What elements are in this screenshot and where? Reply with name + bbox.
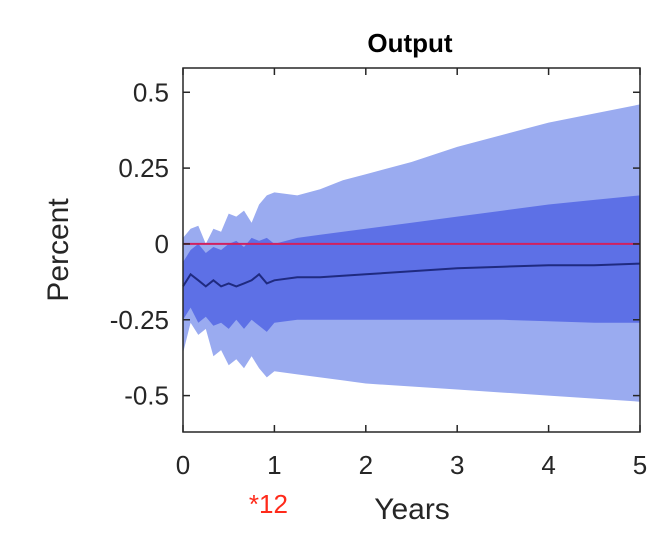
x-axis-label: Years [374,493,450,526]
x-tick-label: 2 [359,450,373,480]
plot-frame [182,67,641,433]
median-response-line [182,262,641,288]
x-tick-labels: 0 1 2 3 4 5 [176,450,647,480]
annotation-label: *12 [249,489,288,519]
y-tick-label: -0.5 [124,381,169,411]
x-tick-label: 3 [450,450,464,480]
y-tick-label: 0 [155,229,169,259]
y-tick-label: 0.5 [133,77,169,107]
chart-title: Output [367,28,453,58]
x-tick-label: 4 [541,450,555,480]
x-tick-label: 1 [267,450,281,480]
y-tick-label: -0.25 [110,305,169,335]
axis-ticks [182,68,641,432]
x-tick-label: 5 [633,450,647,480]
inner-confidence-band [183,195,640,332]
y-tick-label: 0.25 [118,153,169,183]
plot-area [182,104,641,402]
y-tick-labels: 0.5 0.25 0 -0.25 -0.5 [110,77,169,410]
y-axis-label: Percent [42,198,75,302]
x-tick-label: 0 [176,450,190,480]
